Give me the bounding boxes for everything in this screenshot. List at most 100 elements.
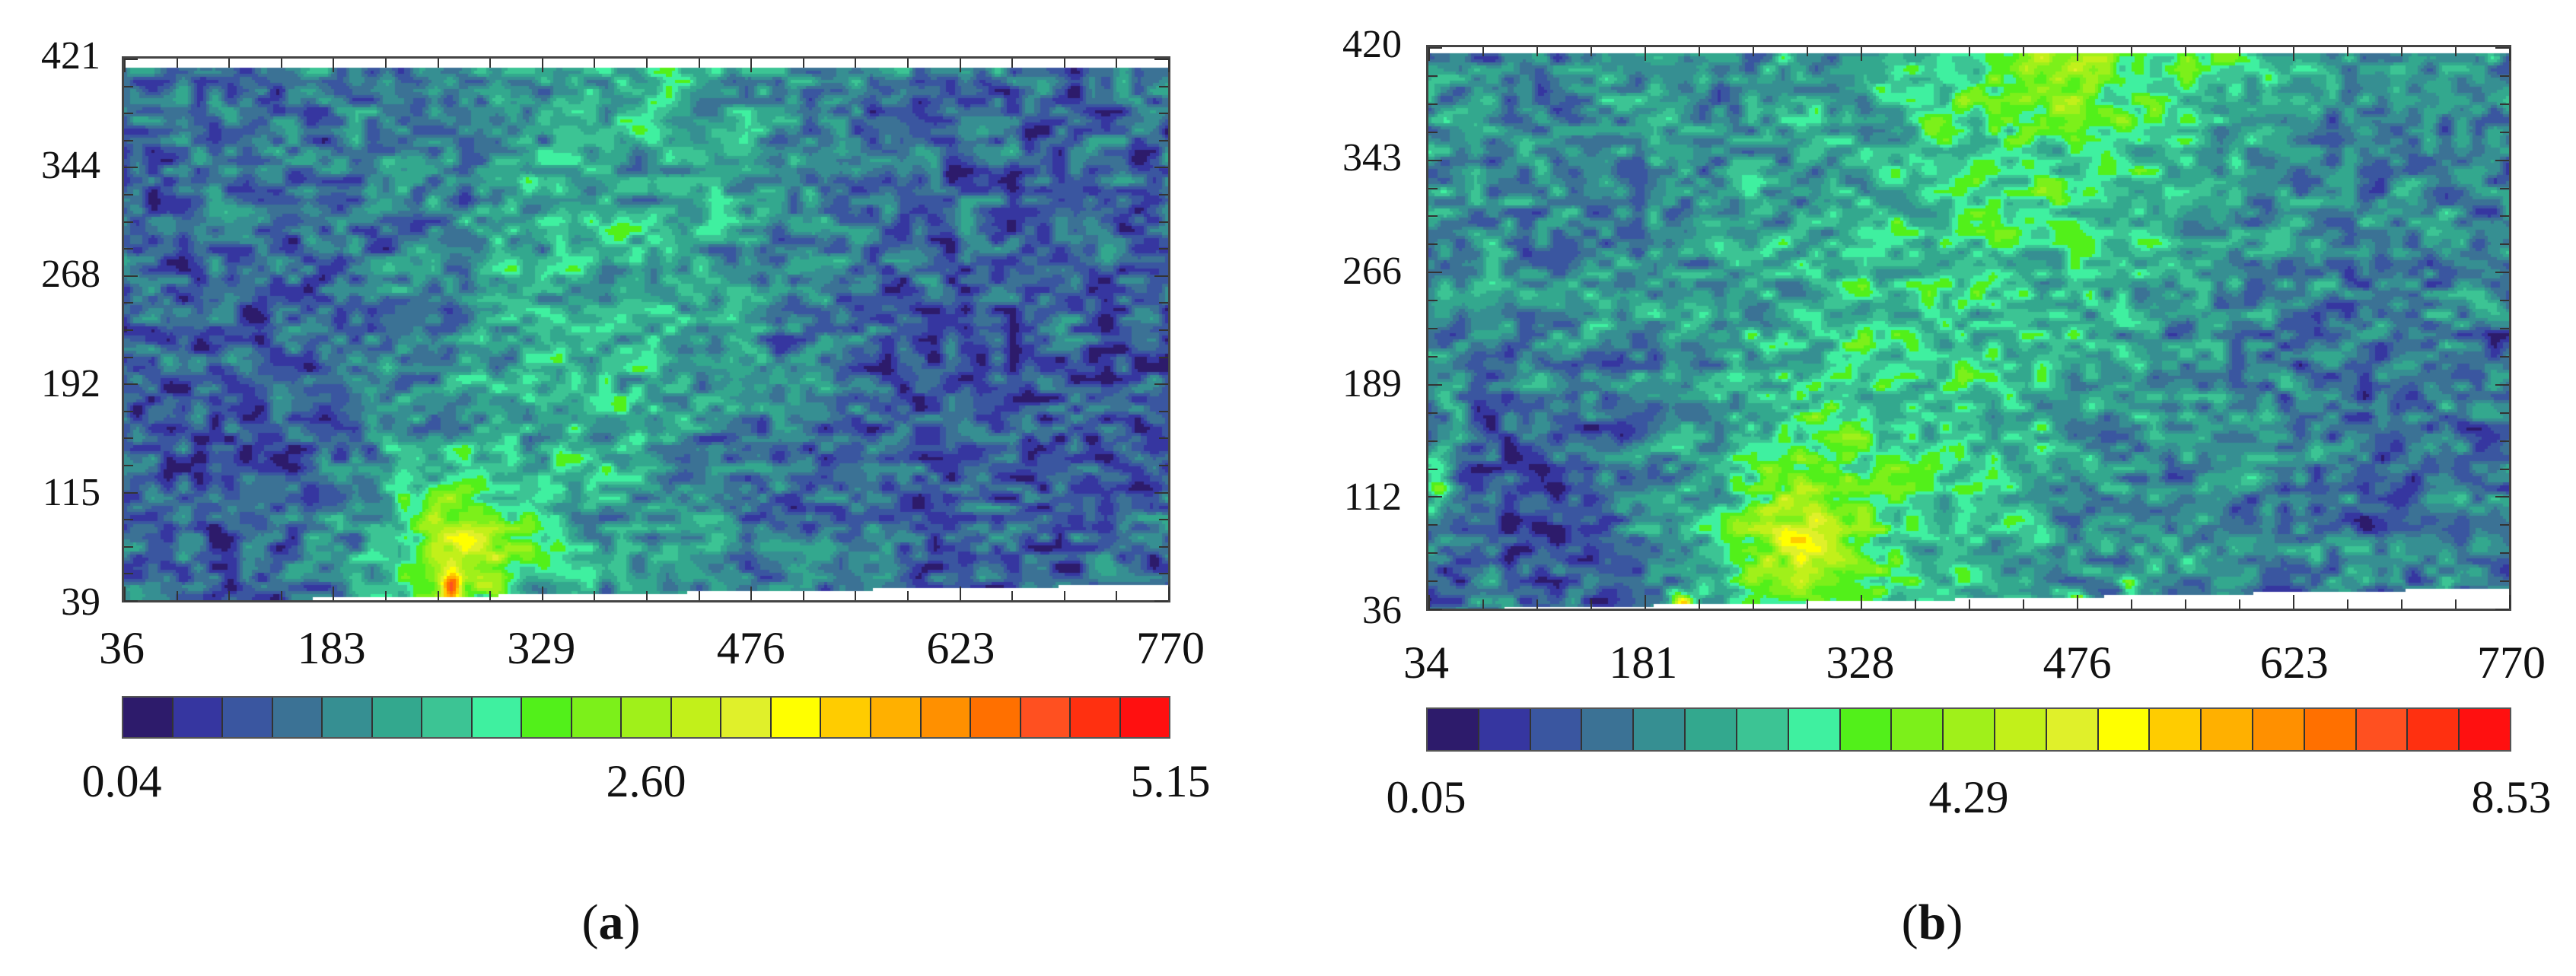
colorbar-swatch [1788, 709, 1841, 750]
colorbar-swatch [323, 698, 373, 737]
x-tick-mark [1168, 59, 1170, 72]
colorbar-min-label-b: 0.05 [1386, 772, 1466, 822]
x-tick-mark [1861, 595, 1862, 609]
colorbar-swatch [173, 698, 224, 737]
y-tick-mark [1159, 221, 1168, 223]
colorbar-swatch [2098, 709, 2151, 750]
y-tick-mark [1154, 600, 1168, 602]
x-tick-mark [1969, 47, 1970, 56]
x-tick-mark [855, 59, 857, 68]
x-tick-mark [2509, 47, 2511, 61]
x-tick-mark [1915, 599, 1916, 609]
y-tick-mark [1159, 139, 1168, 141]
x-tick-mark [2077, 595, 2078, 609]
y-tick-mark [1428, 609, 1442, 610]
y-tick-mark [1428, 383, 1442, 386]
x-tick-mark [802, 59, 804, 68]
x-tick-mark [698, 59, 700, 68]
x-tick-label: 34 [1403, 637, 1449, 688]
y-tick-mark [1428, 440, 1438, 442]
colorbar-swatch [2460, 709, 2511, 750]
y-tick-mark [1159, 329, 1168, 331]
y-tick-mark [124, 545, 133, 548]
x-tick-mark [1063, 59, 1065, 68]
y-tick-mark [124, 356, 133, 358]
x-tick-mark [124, 587, 126, 600]
heatmap-field-a [124, 59, 1168, 600]
colorbar-swatch [1582, 709, 1635, 750]
y-tick-mark [124, 85, 133, 87]
x-tick-mark [2077, 47, 2078, 61]
y-tick-mark [1159, 248, 1168, 250]
y-tick-mark [1159, 519, 1168, 521]
y-tick-mark [1428, 552, 1438, 555]
colorbar-swatch [1120, 698, 1170, 737]
y-tick-mark [124, 248, 133, 250]
colorbar-swatch [971, 698, 1021, 737]
x-tick-label: 476 [716, 623, 785, 673]
x-tick-mark [385, 591, 387, 600]
y-tick-mark [124, 383, 138, 386]
y-tick-mark [2500, 300, 2509, 302]
colorbar-swatch [572, 698, 623, 737]
x-tick-label: 770 [2477, 637, 2546, 688]
y-tick-mark [2495, 496, 2509, 498]
colorbar-swatch [2150, 709, 2202, 750]
y-tick-mark [1154, 275, 1168, 277]
x-tick-mark [2347, 599, 2348, 609]
colorbar-swatch [1021, 698, 1071, 737]
colorbar-swatch [2046, 709, 2099, 750]
x-tick-mark [1536, 599, 1538, 609]
y-tick-mark [1159, 113, 1168, 115]
heatmap-plot-b [1426, 45, 2511, 611]
y-tick-mark [1159, 194, 1168, 196]
x-tick-mark [2239, 47, 2240, 56]
y-tick-mark [1428, 159, 1442, 161]
x-tick-mark [333, 59, 335, 72]
y-tick-label: 420 [1342, 23, 1402, 66]
x-tick-mark [855, 591, 857, 600]
y-tick-mark [1159, 410, 1168, 412]
x-tick-mark [489, 591, 492, 600]
y-tick-label: 268 [41, 253, 100, 297]
y-tick-mark [1428, 215, 1438, 218]
x-tick-mark [1915, 47, 1916, 56]
y-tick-mark [2500, 215, 2509, 218]
x-tick-mark [1645, 595, 1646, 609]
x-tick-mark [1482, 599, 1484, 609]
colorbar-swatch [2202, 709, 2253, 750]
x-tick-mark [228, 59, 231, 68]
y-tick-mark [1428, 355, 1438, 358]
x-tick-mark [1590, 599, 1592, 609]
y-tick-mark [2495, 383, 2509, 386]
heatmap-field-b [1428, 47, 2509, 609]
y-tick-mark [2500, 468, 2509, 470]
y-tick-mark [124, 600, 138, 602]
y-tick-mark [124, 573, 133, 575]
y-tick-mark [1428, 243, 1438, 246]
x-tick-mark [959, 587, 961, 600]
y-tick-mark [124, 437, 133, 440]
x-tick-mark [959, 59, 961, 72]
colorbar-swatch [2304, 709, 2357, 750]
colorbar-mid-label-b: 4.29 [1928, 772, 2009, 822]
y-tick-mark [124, 329, 133, 331]
y-tick-mark [1428, 187, 1438, 189]
y-tick-label: 112 [1343, 475, 1402, 520]
x-tick-mark [2023, 47, 2024, 56]
x-tick-mark [1428, 595, 1430, 609]
y-tick-mark [1428, 272, 1442, 274]
x-tick-mark [1482, 47, 1484, 56]
x-tick-label: 476 [2043, 637, 2112, 688]
y-tick-mark [1159, 302, 1168, 304]
x-tick-mark [1861, 47, 1862, 61]
x-tick-mark [2401, 47, 2402, 56]
colorbar-swatch [123, 698, 174, 737]
colorbar-swatch [472, 698, 523, 737]
x-tick-mark [2239, 599, 2240, 609]
panel-letter-a: a [598, 895, 624, 950]
x-tick-mark [280, 59, 282, 68]
x-tick-mark [907, 591, 909, 600]
x-tick-mark [1807, 599, 1808, 609]
x-tick-mark [1011, 59, 1014, 68]
